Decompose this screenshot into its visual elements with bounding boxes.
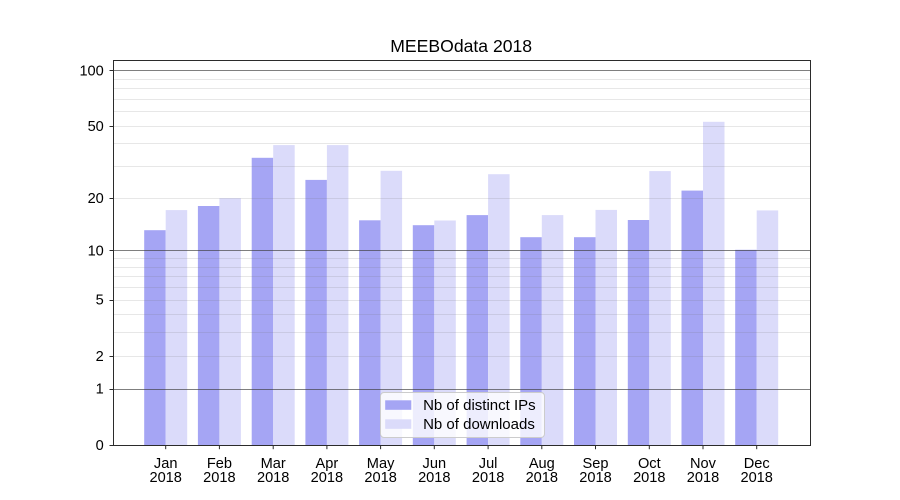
- svg-text:Oct: Oct: [638, 456, 661, 472]
- svg-text:2018: 2018: [418, 470, 450, 486]
- svg-text:0: 0: [96, 438, 104, 454]
- svg-text:5: 5: [96, 293, 104, 309]
- svg-text:Jul: Jul: [479, 456, 498, 472]
- svg-text:Jun: Jun: [423, 456, 447, 472]
- svg-text:50: 50: [88, 119, 104, 135]
- svg-text:2018: 2018: [472, 470, 504, 486]
- svg-text:Nb of distinct IPs: Nb of distinct IPs: [423, 397, 536, 414]
- svg-text:Mar: Mar: [261, 456, 286, 472]
- svg-text:2: 2: [96, 349, 104, 365]
- svg-text:2018: 2018: [364, 470, 396, 486]
- svg-text:Apr: Apr: [316, 456, 339, 472]
- svg-text:10: 10: [88, 243, 104, 259]
- svg-text:Nov: Nov: [690, 456, 717, 472]
- svg-text:2018: 2018: [311, 470, 343, 486]
- svg-text:2018: 2018: [257, 470, 289, 486]
- svg-text:100: 100: [79, 63, 103, 79]
- svg-text:2018: 2018: [203, 470, 235, 486]
- svg-text:Aug: Aug: [529, 456, 555, 472]
- svg-text:Dec: Dec: [744, 456, 770, 472]
- svg-text:2018: 2018: [740, 470, 772, 486]
- svg-text:MEEBOdata 2018: MEEBOdata 2018: [390, 36, 532, 56]
- svg-text:1: 1: [96, 382, 104, 398]
- svg-text:2018: 2018: [633, 470, 665, 486]
- svg-text:Nb of downloads: Nb of downloads: [423, 416, 535, 433]
- svg-text:2018: 2018: [687, 470, 719, 486]
- svg-text:May: May: [367, 456, 395, 472]
- svg-text:2018: 2018: [579, 470, 611, 486]
- svg-text:2018: 2018: [526, 470, 558, 486]
- svg-text:Jan: Jan: [154, 456, 178, 472]
- svg-text:2018: 2018: [149, 470, 181, 486]
- svg-text:20: 20: [88, 191, 104, 207]
- svg-text:Sep: Sep: [583, 456, 609, 472]
- svg-text:Feb: Feb: [207, 456, 232, 472]
